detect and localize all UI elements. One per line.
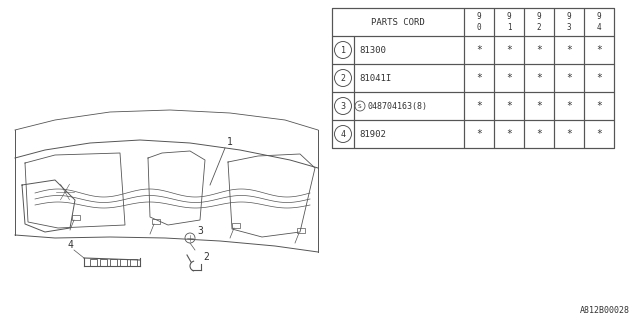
Text: 81902: 81902 (359, 130, 386, 139)
Bar (584, 92, 614, 120)
Text: *: * (506, 129, 512, 139)
Bar (524, 64, 554, 92)
Bar (584, 64, 614, 92)
Text: *: * (506, 45, 512, 55)
Bar (554, 8, 584, 36)
Bar (110, 259, 117, 266)
Bar (464, 92, 494, 120)
Text: 9
4: 9 4 (596, 12, 602, 32)
Text: 2: 2 (203, 252, 209, 262)
Text: 9
2: 9 2 (537, 12, 541, 32)
Text: S: S (358, 103, 362, 108)
Text: *: * (476, 73, 482, 83)
Text: *: * (476, 101, 482, 111)
Text: A812B00028: A812B00028 (580, 306, 630, 315)
Text: *: * (566, 129, 572, 139)
Text: *: * (476, 45, 482, 55)
Bar (524, 36, 554, 64)
Bar (354, 36, 464, 64)
Bar (494, 92, 524, 120)
Text: 4: 4 (67, 240, 73, 250)
Text: *: * (566, 101, 572, 111)
Text: 9
1: 9 1 (507, 12, 511, 32)
Bar (464, 36, 494, 64)
Bar (354, 64, 464, 92)
Bar (232, 223, 240, 228)
Text: 4: 4 (340, 130, 346, 139)
Bar (120, 259, 127, 266)
Text: *: * (476, 129, 482, 139)
Bar (332, 36, 354, 64)
Bar (152, 219, 160, 224)
Bar (554, 64, 584, 92)
Bar (464, 8, 494, 36)
Text: *: * (596, 101, 602, 111)
Bar (332, 8, 464, 36)
Bar (524, 120, 554, 148)
Text: 3: 3 (340, 101, 346, 110)
Text: *: * (506, 101, 512, 111)
Bar (332, 92, 354, 120)
Text: *: * (566, 45, 572, 55)
Bar (332, 64, 354, 92)
Bar (494, 8, 524, 36)
Text: 81041I: 81041I (359, 74, 391, 83)
Bar (584, 36, 614, 64)
Bar (464, 120, 494, 148)
Bar (494, 120, 524, 148)
Bar (554, 120, 584, 148)
Bar (524, 92, 554, 120)
Bar (297, 228, 305, 233)
Bar (554, 36, 584, 64)
Bar (100, 259, 107, 266)
Bar (90, 259, 97, 266)
Bar (554, 92, 584, 120)
Bar (354, 92, 464, 120)
Text: *: * (596, 129, 602, 139)
Bar (584, 120, 614, 148)
Bar (332, 8, 614, 148)
Text: 9
0: 9 0 (477, 12, 481, 32)
Bar (494, 36, 524, 64)
Text: *: * (566, 73, 572, 83)
Text: *: * (596, 45, 602, 55)
Text: *: * (536, 73, 542, 83)
Bar (524, 8, 554, 36)
Text: 1: 1 (340, 45, 346, 54)
Text: 9
3: 9 3 (566, 12, 572, 32)
Text: PARTS CORD: PARTS CORD (371, 18, 425, 27)
Text: 048704163(8): 048704163(8) (367, 101, 427, 110)
Text: 3: 3 (197, 226, 203, 236)
Text: 81300: 81300 (359, 45, 386, 54)
Bar (464, 64, 494, 92)
Text: *: * (536, 129, 542, 139)
Text: *: * (536, 101, 542, 111)
Bar (332, 120, 354, 148)
Bar (494, 64, 524, 92)
Text: *: * (596, 73, 602, 83)
Text: *: * (506, 73, 512, 83)
Text: 2: 2 (340, 74, 346, 83)
Bar (72, 215, 80, 220)
Bar (130, 259, 137, 266)
Bar (354, 120, 464, 148)
Bar (584, 8, 614, 36)
Text: *: * (536, 45, 542, 55)
Text: 1: 1 (227, 137, 233, 147)
